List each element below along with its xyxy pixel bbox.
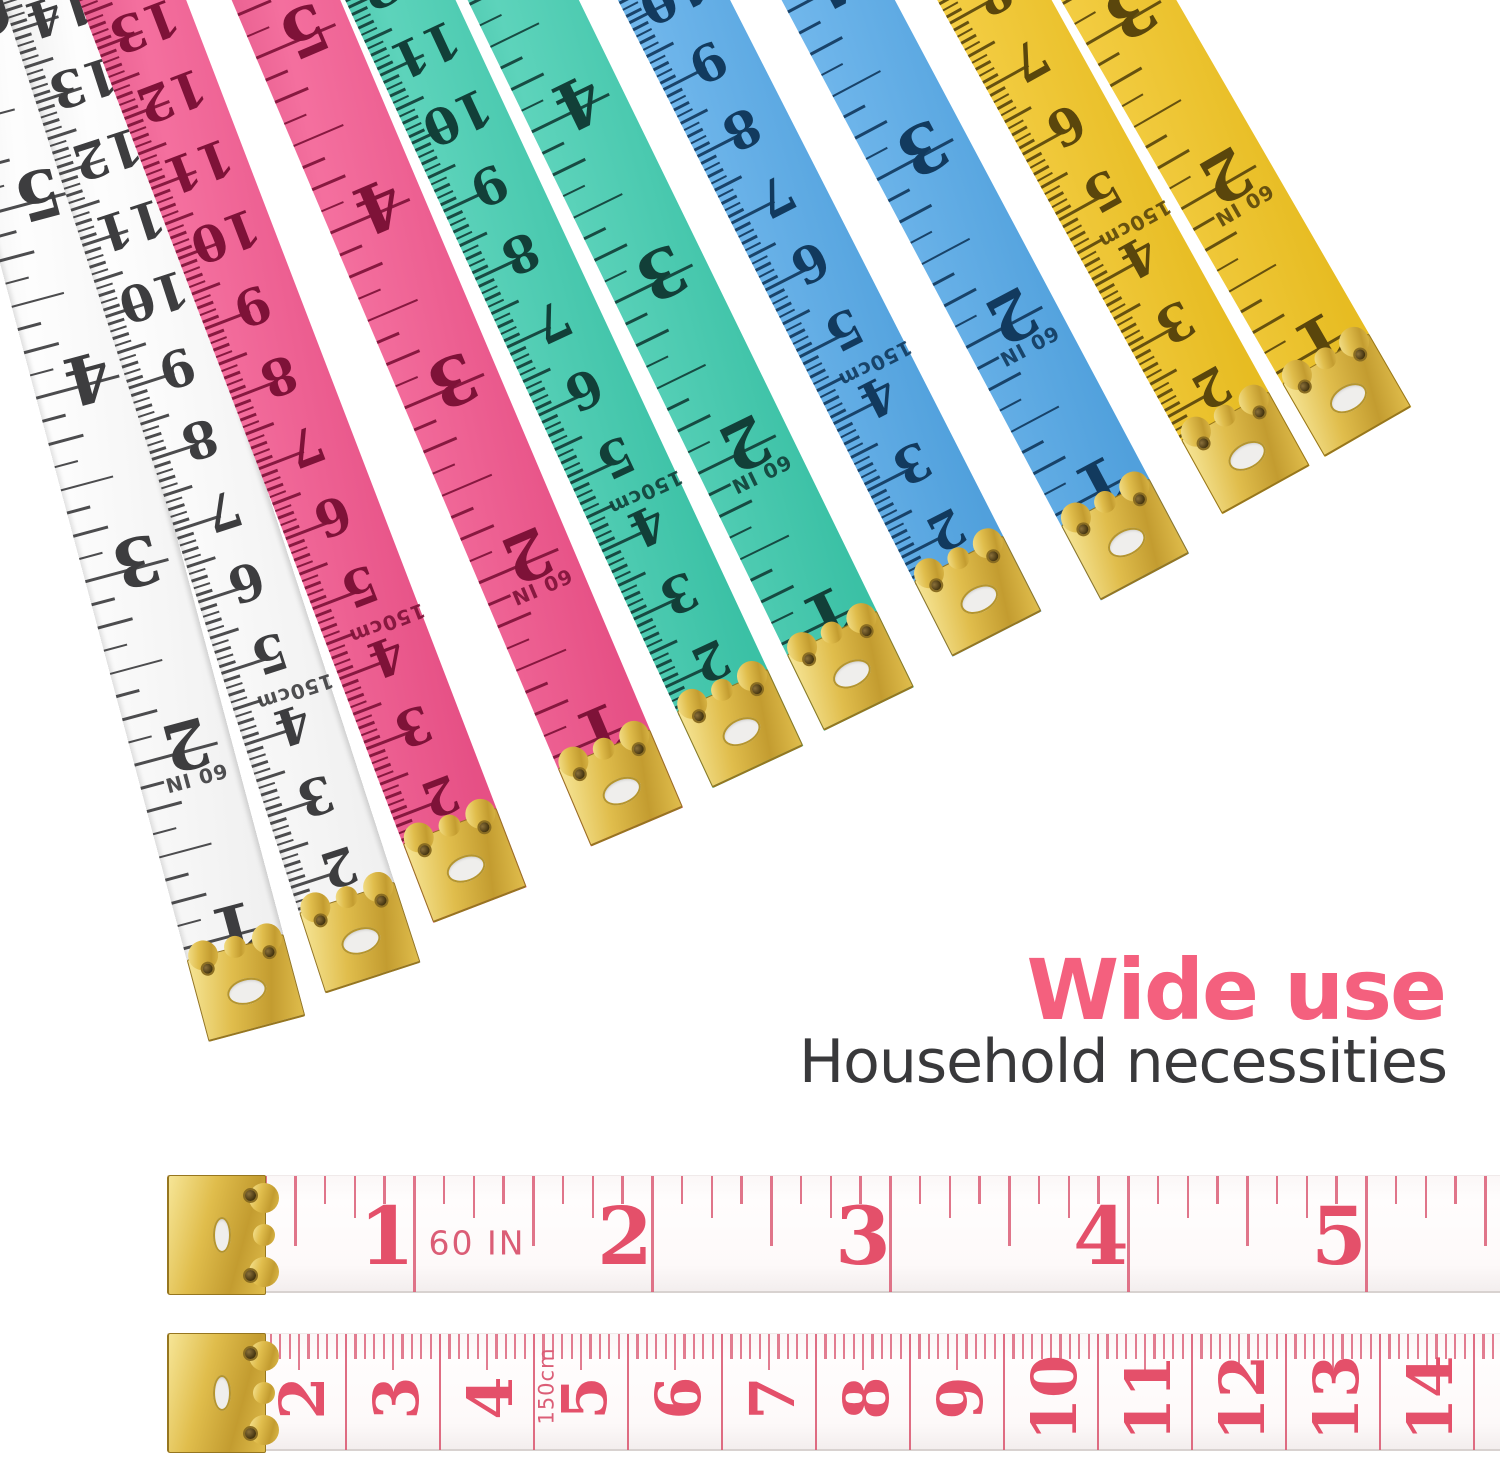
cap-scallop: [253, 1382, 275, 1404]
scale-number: 5: [815, 295, 874, 364]
scale-number: 6: [306, 482, 360, 551]
scale-number: 6: [555, 355, 613, 424]
metal-tip: [553, 716, 684, 847]
metal-tip: [296, 867, 421, 994]
subheadline-household-necessities: Household necessities: [799, 1027, 1448, 1097]
scale-number: 3: [835, 1189, 891, 1283]
tip-hole: [212, 1217, 231, 1253]
tip-hole: [212, 1375, 231, 1411]
tip-hole: [717, 711, 766, 752]
scale-number: 3: [360, 1376, 433, 1420]
tape-surface: 1 2 3 4 5 60 IN: [167, 1175, 1500, 1293]
scale-number: 4: [55, 334, 120, 422]
scale-number: 9: [679, 28, 737, 97]
scale-number: 7: [197, 477, 249, 545]
horizontal-tape-cm: 2 3 4 5 6 7 8 9 10 11 12 13 14 150cm: [167, 1333, 1500, 1453]
tip-hole: [1102, 521, 1151, 564]
scale-number: 7: [1000, 25, 1060, 95]
scale-number: 3: [386, 692, 441, 761]
scale-number: 5: [1073, 156, 1133, 226]
scale-number: 3: [651, 559, 708, 628]
scale-number: 1: [359, 1189, 415, 1283]
tip-hole: [598, 771, 646, 811]
scale-number: 5: [268, 0, 341, 76]
rivet: [245, 1428, 256, 1440]
tip-hole: [955, 578, 1004, 620]
scale-number: 3: [290, 762, 342, 830]
tip-hole: [1223, 434, 1271, 477]
rivet: [245, 1270, 256, 1282]
scale-number: 2: [266, 1376, 339, 1420]
scale-number: 13: [1300, 1354, 1373, 1442]
scale-number: 3: [104, 517, 170, 605]
scale-number: 6: [1036, 91, 1096, 160]
metal-tip: [184, 919, 306, 1042]
rivet: [245, 1189, 256, 1201]
rivet: [201, 962, 214, 975]
scale-number: 3: [624, 227, 700, 318]
scale-number: 5: [1311, 1189, 1367, 1283]
scale-number: 4: [454, 1376, 527, 1420]
scale-number: 9: [225, 272, 280, 341]
headline-wide-use: Wide use: [1026, 941, 1447, 1039]
scale-number: 9: [151, 334, 203, 402]
scale-number: 10: [111, 258, 197, 336]
scale-number: 8: [964, 0, 1023, 29]
scale-number: 5: [333, 552, 387, 621]
rivet: [245, 1347, 256, 1359]
scale-number: 8: [492, 219, 550, 288]
tip-hole: [1324, 376, 1373, 420]
tape-surface: 2 3 4 5 6 7 8 9 10 11 12 13 14 150cm: [167, 1333, 1500, 1451]
scale-number: 2: [597, 1189, 653, 1283]
metal-tip: [167, 1333, 279, 1453]
scale-number: 3: [1091, 0, 1171, 57]
scale-number: 4: [795, 0, 872, 26]
scale-number: 4: [540, 56, 617, 148]
scale-number: 7: [279, 412, 333, 481]
scale-number: 5: [244, 620, 296, 687]
scale-number: 8: [830, 1376, 903, 1420]
unit-label: 60 IN: [428, 1223, 526, 1263]
scale-number: 7: [747, 161, 805, 231]
scale-number: 7: [524, 287, 581, 356]
horizontal-tape-inch: 1 2 3 4 5 60 IN: [167, 1175, 1500, 1295]
scale-number: 8: [713, 95, 771, 164]
scale-number: 13: [101, 0, 188, 67]
scale-number: 7: [736, 1376, 809, 1420]
scale-number: 9: [924, 1376, 997, 1420]
metal-tip: [167, 1175, 279, 1295]
tip-hole: [442, 849, 490, 888]
scale-number: 3: [1145, 288, 1205, 357]
scale-number: 10: [1018, 1354, 1091, 1442]
scale-number: 3: [416, 335, 490, 426]
scale-number: 5: [587, 423, 645, 492]
cap-scallop: [253, 1224, 275, 1246]
scale-number: 14: [1394, 1354, 1467, 1442]
scale-number: 8: [252, 342, 307, 411]
scale-number: 9: [460, 151, 518, 220]
scale-number: 6: [220, 548, 273, 616]
scale-number: 4: [342, 160, 416, 251]
scale-number: 11: [1112, 1354, 1185, 1442]
scale-number: 5: [548, 1376, 621, 1420]
scale-number: 6: [781, 228, 840, 298]
scale-number: 6: [642, 1376, 715, 1420]
scale-number: 12: [1206, 1354, 1279, 1442]
tip-hole: [828, 653, 876, 695]
tip-hole: [337, 922, 384, 960]
scale-number: 2: [413, 762, 468, 831]
scale-number: 3: [884, 103, 962, 194]
metal-tip: [399, 794, 527, 923]
scale-number: 8: [174, 406, 226, 473]
scale-number: 3: [883, 429, 942, 498]
tip-hole: [224, 973, 270, 1010]
scale-number: 4: [1073, 1189, 1129, 1283]
